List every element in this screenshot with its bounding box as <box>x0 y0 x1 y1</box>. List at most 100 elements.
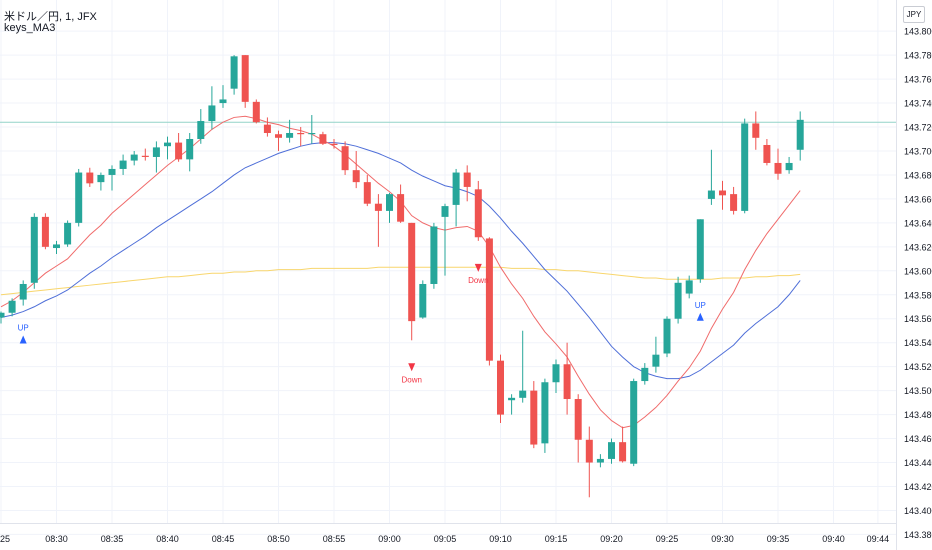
candle <box>452 168 460 227</box>
candle-body <box>685 280 693 294</box>
y-tick-label: 143.400 <box>904 506 932 516</box>
candle-body <box>141 155 149 157</box>
candle <box>596 454 604 468</box>
candle <box>763 138 771 166</box>
candle-body <box>508 397 516 401</box>
candle <box>619 426 627 463</box>
candle-body <box>641 367 649 382</box>
x-tick-label: 09:35 <box>767 534 790 544</box>
candle <box>319 131 327 145</box>
signal-down-label: Down <box>468 276 488 285</box>
x-tick-label: 09:05 <box>434 534 457 544</box>
candle <box>574 394 582 463</box>
x-tick-label: 08:40 <box>156 534 179 544</box>
candle-body <box>330 143 338 145</box>
candle <box>608 438 615 464</box>
candle <box>485 237 493 366</box>
x-tick-label: 09:30 <box>711 534 734 544</box>
candle <box>652 336 660 373</box>
candle-body <box>530 390 538 445</box>
candle <box>64 220 72 247</box>
candle <box>508 394 516 415</box>
candle <box>530 381 538 449</box>
x-tick-label: 08:55 <box>323 534 346 544</box>
candle <box>275 130 282 151</box>
y-tick-label: 143.720 <box>904 123 932 133</box>
candle <box>441 203 449 276</box>
currency-badge[interactable]: JPY <box>903 6 925 23</box>
candle <box>0 311 5 324</box>
candle <box>397 184 405 223</box>
candle <box>374 194 382 247</box>
signal-down-marker <box>408 363 416 372</box>
x-tick-label: 08:50 <box>267 534 290 544</box>
candle <box>752 111 760 150</box>
candle <box>230 55 238 95</box>
candle <box>286 119 294 143</box>
candle-body <box>30 216 38 283</box>
candle <box>252 99 260 124</box>
candle-body <box>75 172 83 223</box>
candle <box>186 133 194 172</box>
candle <box>563 342 571 415</box>
y-tick-label: 143.660 <box>904 194 932 204</box>
candle <box>8 298 16 317</box>
x-tick-label: 08:30 <box>45 534 68 544</box>
y-tick-label: 143.640 <box>904 218 932 228</box>
candle <box>152 141 160 173</box>
candle <box>707 149 715 205</box>
candle <box>497 354 504 423</box>
x-tick-label: 08:35 <box>101 534 124 544</box>
candle-body <box>485 238 493 361</box>
x-tick-label: 09:44 <box>867 534 890 544</box>
x-tick-label: 09:15 <box>545 534 568 544</box>
candle-body <box>286 133 294 138</box>
candle <box>119 154 127 175</box>
candle <box>785 156 793 174</box>
candle-body <box>97 174 105 183</box>
candle-body <box>86 172 94 184</box>
y-tick-label: 143.560 <box>904 314 932 324</box>
candle <box>41 213 49 250</box>
candle <box>719 180 726 210</box>
ma-slow-line <box>0 142 801 380</box>
candle-body <box>763 144 771 163</box>
candle-body <box>741 123 749 211</box>
y-tick-label: 143.460 <box>904 434 932 444</box>
candle-body <box>452 172 460 205</box>
candle-body <box>696 219 704 280</box>
candle <box>197 109 205 144</box>
y-tick-label: 143.700 <box>904 146 932 156</box>
candle <box>363 174 371 207</box>
y-tick-label: 143.520 <box>904 362 932 372</box>
candle-body <box>652 354 660 367</box>
candle-body <box>419 283 427 318</box>
candle <box>352 150 360 189</box>
candle <box>208 86 216 130</box>
candle-body <box>563 364 571 400</box>
candle <box>53 240 60 255</box>
y-tick-label: 143.600 <box>904 266 932 276</box>
candle-body <box>108 168 116 175</box>
candle <box>19 280 27 306</box>
candle-body <box>230 56 238 89</box>
candle <box>474 180 482 241</box>
candle <box>175 133 183 162</box>
signal-down-label: Down <box>401 375 421 384</box>
candle-body <box>608 442 615 459</box>
candle-body <box>208 105 216 122</box>
candle-body <box>386 194 393 211</box>
candle <box>97 172 105 191</box>
candle-body <box>674 282 682 319</box>
candle-body <box>8 300 16 313</box>
candle-body <box>497 360 504 415</box>
candle-body <box>441 206 449 217</box>
y-tick-label: 143.500 <box>904 386 932 396</box>
y-tick-label: 143.440 <box>904 458 932 468</box>
candle-body <box>541 382 549 444</box>
candle <box>386 192 393 223</box>
candle-body <box>164 142 171 147</box>
indicator-label[interactable]: keys_MA3 <box>4 22 56 34</box>
y-tick-label: 143.800 <box>904 27 932 37</box>
